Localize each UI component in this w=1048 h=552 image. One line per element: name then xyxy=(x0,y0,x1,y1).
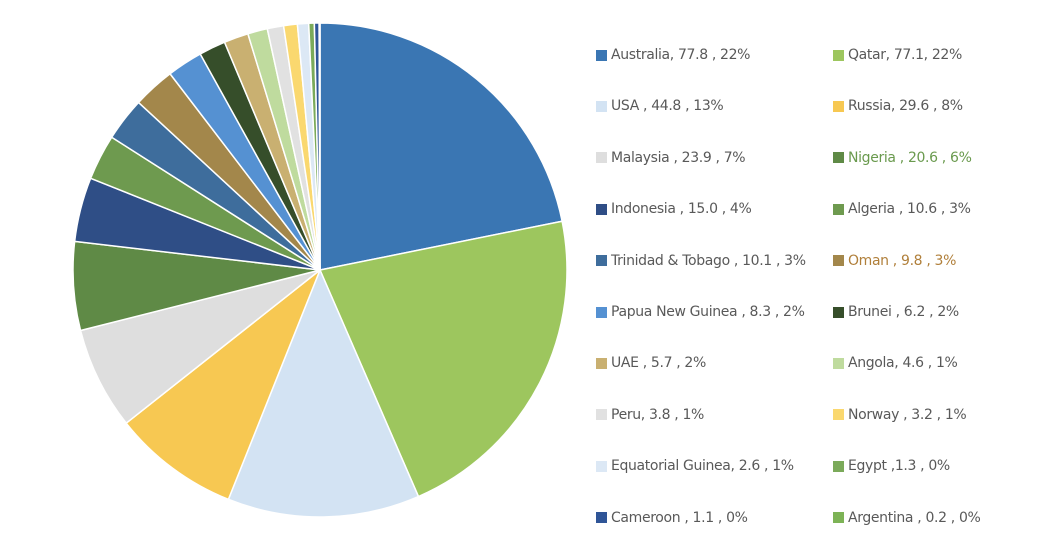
legend-item-oman: Oman , 9.8 , 3% xyxy=(833,251,956,271)
legend-swatch xyxy=(833,255,844,267)
legend-item-angola: Angola, 4.6 , 1% xyxy=(833,353,958,373)
legend-label: Australia, 77.8 , 22% xyxy=(611,47,751,63)
legend-swatch xyxy=(833,460,844,472)
legend-label: Angola, 4.6 , 1% xyxy=(848,355,958,372)
legend-label: Oman , 9.8 , 3% xyxy=(848,252,957,269)
legend-label: Russia, 29.6 , 8% xyxy=(848,98,963,115)
legend-label: Trinidad & Tobago , 10.1 , 3% xyxy=(611,252,806,269)
legend-swatch xyxy=(596,49,607,61)
legend-label: Indonesia , 15.0 , 4% xyxy=(611,201,752,218)
pie-slice-usa xyxy=(227,269,420,518)
legend-label: USA , 44.8 , 13% xyxy=(611,98,724,115)
legend-swatch xyxy=(596,306,607,318)
legend-item-norway: Norway , 3.2 , 1% xyxy=(833,405,967,425)
legend-item-cameroon: Cameroon , 1.1 , 0% xyxy=(596,508,748,528)
legend-item-qatar: Qatar, 77.1, 22% xyxy=(833,45,962,65)
legend-swatch xyxy=(596,255,607,267)
pie-slice-australia xyxy=(319,22,563,271)
legend-item-australia: Australia, 77.8 , 22% xyxy=(596,45,750,65)
legend-label: Malaysia , 23.9 , 7% xyxy=(611,149,746,166)
legend-item-nigeria: Nigeria , 20.6 , 6% xyxy=(833,148,972,168)
legend-swatch xyxy=(833,306,844,318)
legend-swatch xyxy=(596,203,607,215)
legend-swatch xyxy=(833,357,844,369)
legend-swatch xyxy=(833,409,844,421)
legend-item-malaysia: Malaysia , 23.9 , 7% xyxy=(596,148,746,168)
legend-swatch xyxy=(596,460,607,472)
legend-item-trinidad-tobago: Trinidad & Tobago , 10.1 , 3% xyxy=(596,251,806,271)
legend-swatch xyxy=(596,100,607,112)
legend-swatch xyxy=(833,49,844,61)
legend-label: Peru, 3.8 , 1% xyxy=(611,406,705,423)
legend-label: Egypt ,1.3 , 0% xyxy=(848,458,950,475)
legend-label: Qatar, 77.1, 22% xyxy=(848,47,962,63)
legend-label: Cameroon , 1.1 , 0% xyxy=(611,509,748,526)
legend-item-peru: Peru, 3.8 , 1% xyxy=(596,405,704,425)
legend-swatch xyxy=(833,203,844,215)
legend-swatch xyxy=(833,152,844,164)
legend-item-brunei: Brunei , 6.2 , 2% xyxy=(833,302,959,322)
legend-item-papua-new-guinea: Papua New Guinea , 8.3 , 2% xyxy=(596,302,805,322)
legend-item-argentina: Argentina , 0.2 , 0% xyxy=(833,508,981,528)
legend-swatch xyxy=(833,512,844,524)
legend-swatch xyxy=(596,512,607,524)
legend-label: Nigeria , 20.6 , 6% xyxy=(848,149,972,166)
legend-item-equatorial-guinea: Equatorial Guinea, 2.6 , 1% xyxy=(596,456,794,476)
legend-label: Equatorial Guinea, 2.6 , 1% xyxy=(611,458,794,475)
legend-swatch xyxy=(833,100,844,112)
legend-label: Algeria , 10.6 , 3% xyxy=(848,201,971,218)
legend-label: Argentina , 0.2 , 0% xyxy=(848,509,981,526)
legend-item-uae: UAE , 5.7 , 2% xyxy=(596,353,706,373)
pie-slice-qatar xyxy=(319,220,568,498)
legend-label: Papua New Guinea , 8.3 , 2% xyxy=(611,304,805,320)
legend-item-russia: Russia, 29.6 , 8% xyxy=(833,96,963,116)
legend-label: UAE , 5.7 , 2% xyxy=(611,355,706,372)
legend-label: Norway , 3.2 , 1% xyxy=(848,406,967,423)
legend-label: Brunei , 6.2 , 2% xyxy=(848,304,959,320)
legend-item-algeria: Algeria , 10.6 , 3% xyxy=(833,199,971,219)
legend-item-usa: USA , 44.8 , 13% xyxy=(596,96,724,116)
legend-item-indonesia: Indonesia , 15.0 , 4% xyxy=(596,199,752,219)
legend-item-egypt: Egypt ,1.3 , 0% xyxy=(833,456,950,476)
legend-swatch xyxy=(596,409,607,421)
legend-swatch xyxy=(596,357,607,369)
legend-swatch xyxy=(596,152,607,164)
pie-slice-argentina xyxy=(318,22,321,271)
pie-slice-russia xyxy=(125,269,321,501)
